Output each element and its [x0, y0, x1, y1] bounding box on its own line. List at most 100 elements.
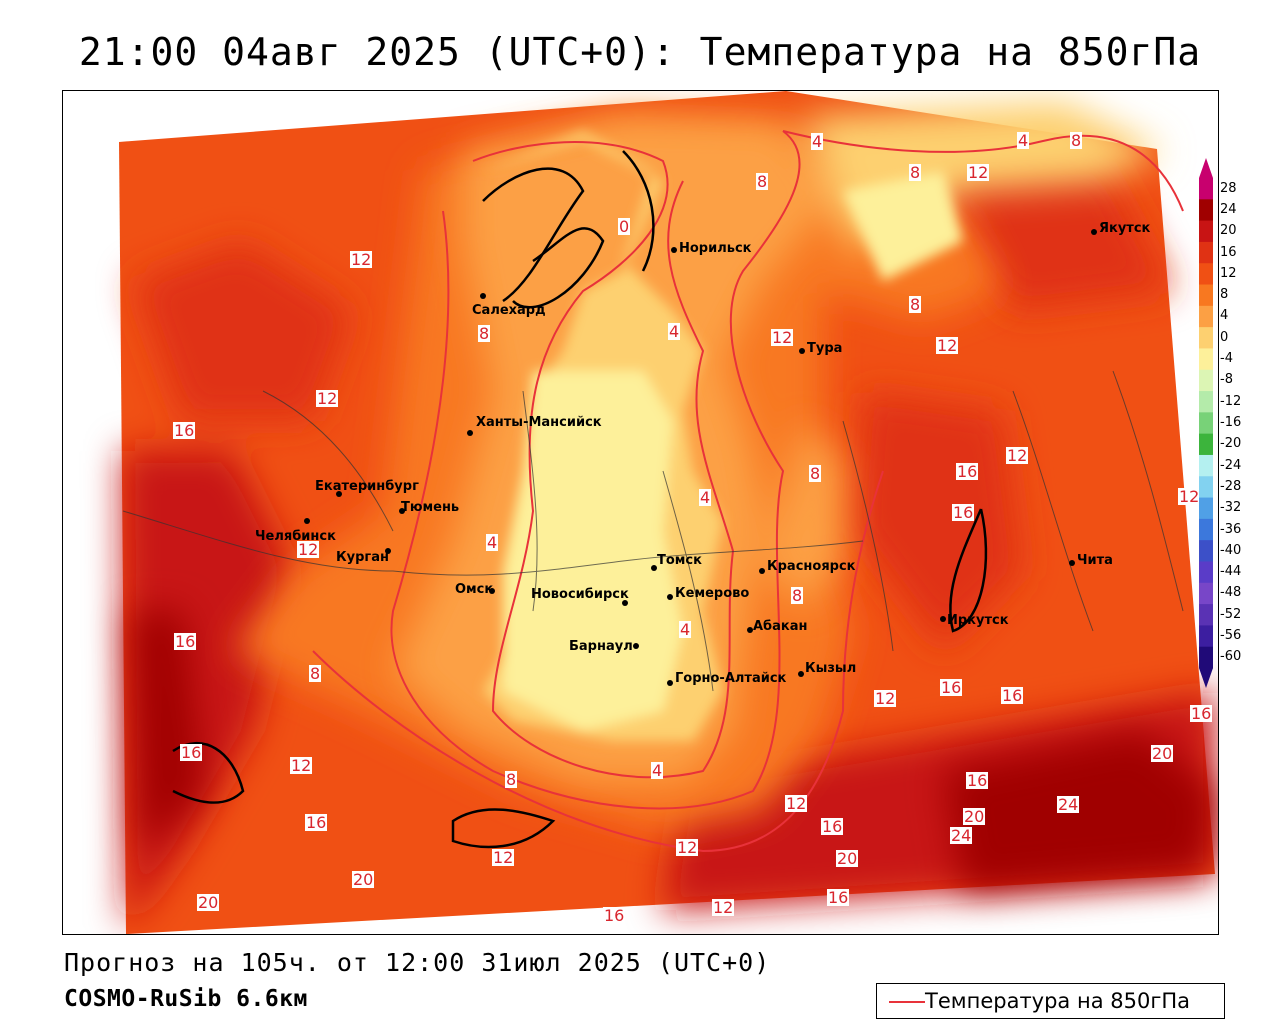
map-panel: Норильск Якутск Салехард Тура Ханты-Манс…	[62, 90, 1219, 935]
model-name: COSMO-RuSib 6.6км	[64, 986, 308, 1012]
isoline-label: 12	[1178, 487, 1201, 506]
scale-swatch	[1199, 199, 1213, 222]
isoline-label: 4	[486, 533, 499, 552]
scale-tick-label: -28	[1220, 478, 1242, 494]
isoline-label: 8	[809, 464, 822, 483]
scale-swatch	[1199, 540, 1213, 562]
scale-swatch	[1199, 604, 1213, 626]
isoline-label: 4	[1017, 131, 1030, 150]
scale-tick-label: -36	[1220, 521, 1242, 537]
scale-swatch	[1199, 625, 1213, 648]
borders	[122, 370, 1184, 692]
city-label: Тюмень	[401, 500, 460, 515]
isoline-label: 16	[180, 743, 203, 762]
cold-core	[483, 131, 963, 741]
scale-tick-label: 4	[1220, 308, 1229, 324]
scale-tick-label: -32	[1220, 500, 1242, 516]
isoline-label: 16	[952, 503, 975, 522]
city-label: Кемерово	[675, 586, 750, 601]
scale-swatch	[1199, 220, 1213, 243]
scale-tick-label: -8	[1220, 372, 1233, 388]
isoline-label: 8	[791, 586, 804, 605]
isoline-label: 4	[699, 488, 712, 507]
isoline-label: 16	[1001, 686, 1024, 705]
isoline-label: 4	[679, 620, 692, 639]
city-label: Якутск	[1099, 221, 1151, 236]
scale-swatch	[1199, 646, 1213, 669]
scale-tick-label: 20	[1220, 223, 1237, 239]
scale-tick-label: 28	[1220, 180, 1237, 196]
isoline-label: 8	[756, 172, 769, 191]
scale-arrow-bottom	[1199, 668, 1213, 688]
scale-swatch	[1199, 305, 1213, 328]
isoline-label: 8	[909, 163, 922, 182]
isoline-label: 12	[785, 794, 808, 813]
city-label: Тура	[807, 341, 843, 356]
isoline-label: 24	[1057, 795, 1080, 814]
city-label: Челябинск	[255, 529, 336, 544]
legend-label: Температура на 850гПа	[925, 989, 1191, 1013]
city-label: Норильск	[679, 241, 752, 256]
isoline-label: 12	[936, 336, 959, 355]
temperature-map	[119, 91, 1215, 934]
city-label: Чита	[1077, 553, 1113, 568]
isoline-label: 12	[771, 328, 794, 347]
city-label: Салехард	[472, 303, 546, 318]
scale-swatch	[1199, 582, 1213, 605]
coastlines	[172, 150, 988, 849]
scale-swatch	[1199, 476, 1213, 499]
isoline-label: 8	[309, 664, 322, 683]
city-label: Кызыл	[805, 661, 857, 676]
map-title: 21:00 04авг 2025 (UTC+0): Температура на…	[78, 30, 1202, 74]
scale-arrow-top	[1199, 158, 1213, 178]
scale-swatch	[1199, 497, 1213, 520]
isoline-label: 24	[950, 826, 973, 845]
city-label: Курган	[336, 550, 389, 565]
scale-swatch	[1199, 561, 1213, 584]
scale-tick-label: 0	[1220, 329, 1229, 345]
scale-swatch	[1199, 263, 1213, 286]
isoline-label: 8	[1070, 131, 1083, 150]
isoline-label: 20	[1151, 744, 1174, 763]
city-label: Горно-Алтайск	[675, 671, 787, 686]
isoline-label: 12	[874, 689, 897, 708]
city-label: Екатеринбург	[315, 479, 419, 494]
isoline-label: 16	[827, 888, 850, 907]
scale-tick-label: -12	[1220, 393, 1242, 409]
isoline-label: 12	[290, 756, 313, 775]
scale-tick-label: 16	[1220, 244, 1237, 260]
isoline-label: 0	[618, 217, 631, 236]
scale-swatch	[1199, 178, 1213, 200]
isoline-label: 16	[940, 678, 963, 697]
isoline-label: 8	[505, 770, 518, 789]
scale-tick-label: 24	[1220, 201, 1237, 217]
isoline-label: 16	[173, 421, 196, 440]
color-scale-bar	[1199, 158, 1213, 688]
isoline-label: 4	[811, 132, 824, 151]
scale-tick-label: 12	[1220, 265, 1237, 281]
scale-swatch	[1199, 518, 1213, 541]
isoline-label: 12	[676, 838, 699, 857]
isolines	[312, 130, 1184, 853]
scale-tick-label: 8	[1220, 287, 1229, 303]
isoline-label: 12	[1006, 446, 1029, 465]
scale-tick-label: -52	[1220, 606, 1242, 622]
isoline-label: 4	[668, 322, 681, 341]
scale-swatch	[1199, 241, 1213, 264]
scale-tick-label: -40	[1220, 542, 1242, 558]
scale-swatch	[1199, 433, 1213, 456]
scale-tick-label: -24	[1220, 457, 1242, 473]
isoline-label: 20	[352, 870, 375, 889]
isoline-label: 20	[197, 893, 220, 912]
isoline-label: 12	[967, 163, 990, 182]
isoline-label: 16	[305, 813, 328, 832]
city-label: Абакан	[753, 619, 808, 634]
city-label: Красноярск	[767, 559, 856, 574]
isoline-label: 16	[956, 462, 979, 481]
isoline-label: 20	[836, 849, 859, 868]
isoline-label: 12	[712, 898, 735, 917]
scale-tick-label: -4	[1220, 351, 1233, 367]
scale-tick-label: -16	[1220, 415, 1242, 430]
scale-tick-label: -56	[1220, 628, 1242, 644]
scale-tick-label: -20	[1220, 436, 1242, 452]
